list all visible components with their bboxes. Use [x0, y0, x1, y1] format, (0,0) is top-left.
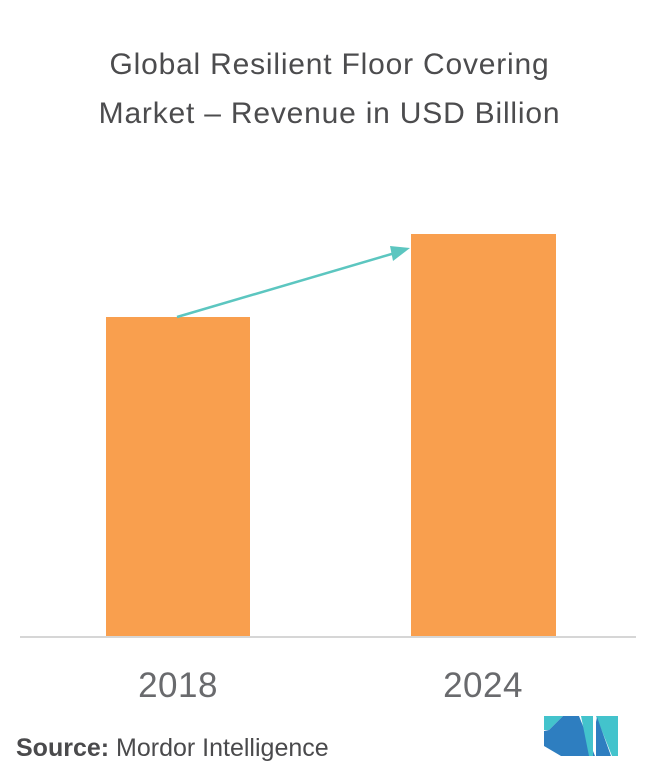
logo-blue-diagonal	[544, 716, 595, 756]
chart-title: Global Resilient Floor Covering Market –…	[0, 40, 659, 138]
x-axis-line	[20, 636, 636, 638]
mordor-intelligence-logo	[544, 716, 618, 756]
bar-2018	[106, 317, 250, 637]
chart-title-line1: Global Resilient Floor Covering	[109, 48, 550, 81]
chart-title-line2: Market – Revenue in USD Billion	[98, 97, 561, 130]
logo-teal-right-block	[596, 716, 618, 756]
x-tick-label-2024: 2024	[443, 666, 523, 705]
growth-arrow-head	[390, 246, 410, 261]
growth-arrow-line	[176, 251, 396, 319]
logo-teal-top-left	[544, 716, 563, 730]
logo-teal-mid-stripe	[581, 716, 593, 756]
bar-2024	[411, 234, 556, 637]
source-note: Source: Mordor Intelligence	[16, 734, 329, 763]
source-text: Mordor Intelligence	[109, 734, 329, 762]
source-label: Source:	[16, 734, 110, 762]
x-tick-label-2018: 2018	[138, 666, 218, 705]
logo-blue-right-triangle	[596, 717, 611, 756]
